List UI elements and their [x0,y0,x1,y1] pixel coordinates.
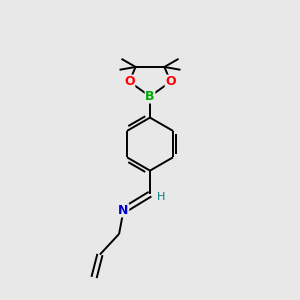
Text: N: N [118,204,129,217]
Text: H: H [157,191,165,202]
Text: O: O [124,75,135,88]
Text: O: O [165,75,176,88]
Text: B: B [145,90,155,103]
